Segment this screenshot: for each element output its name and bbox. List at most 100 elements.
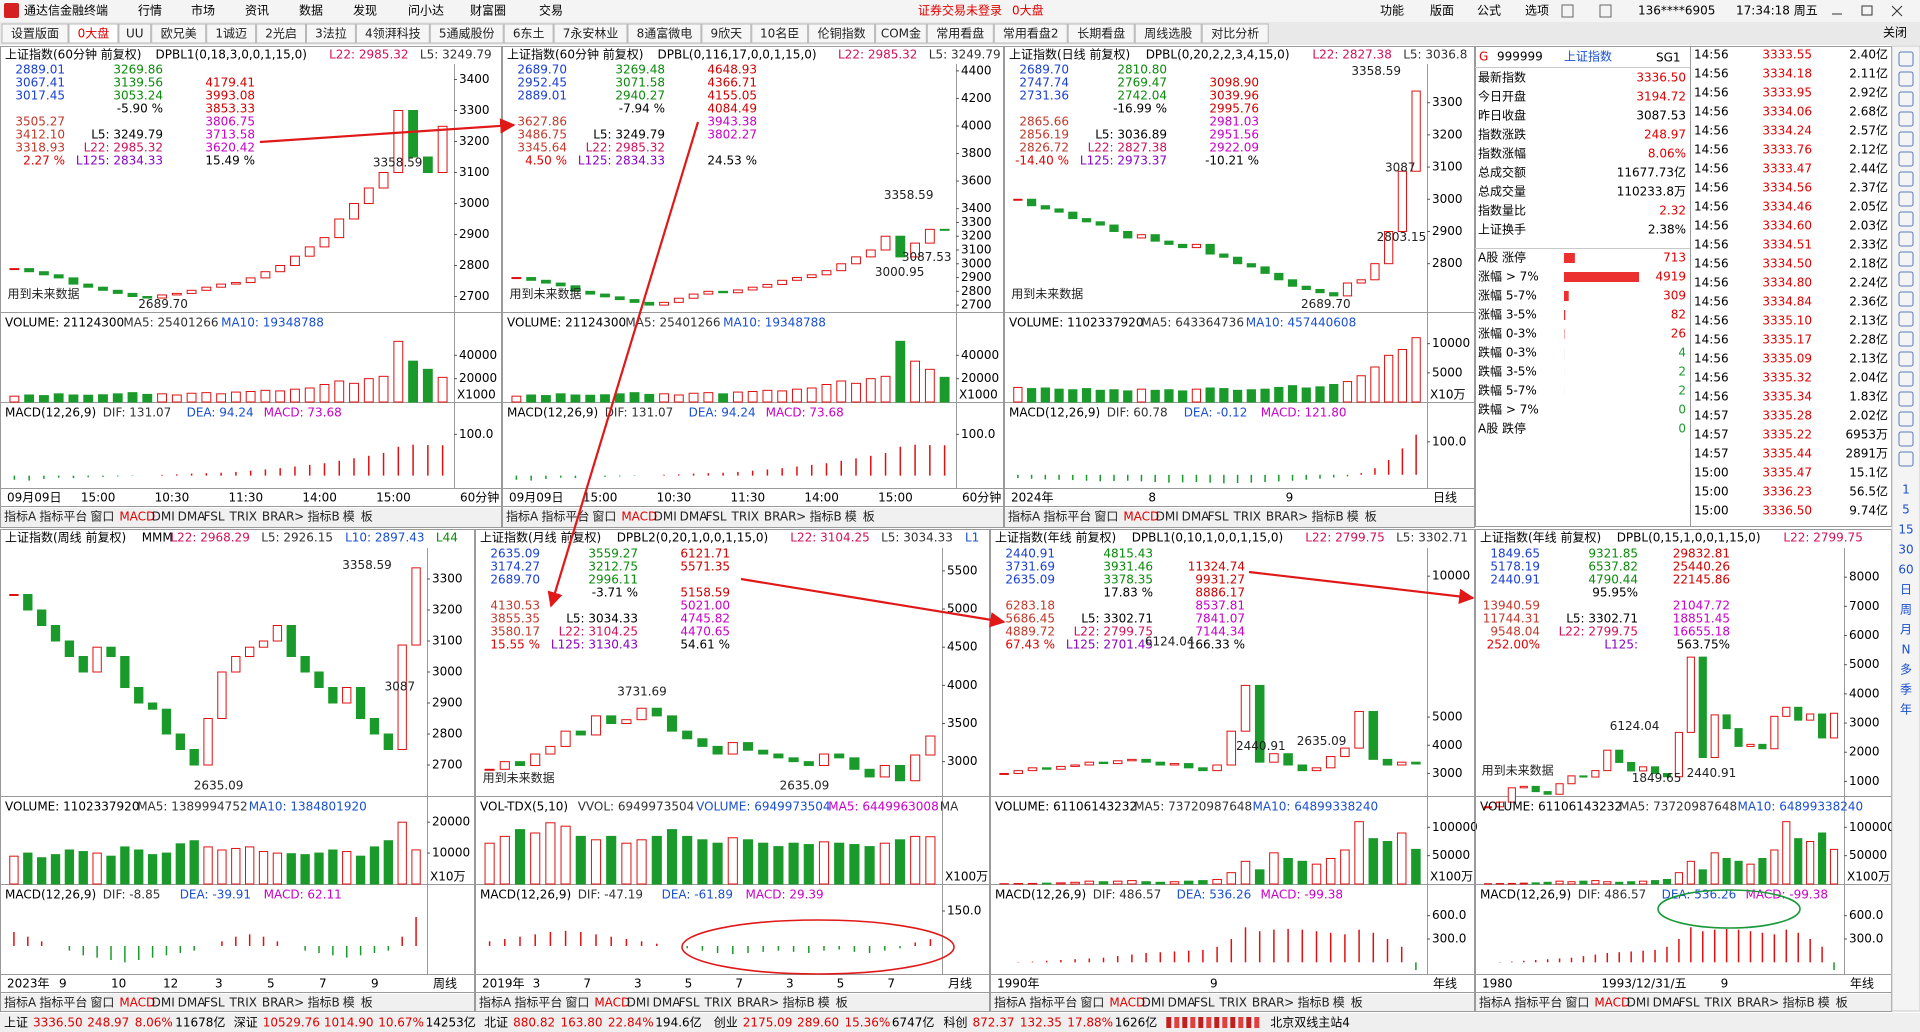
period-button[interactable]: 年 <box>1900 703 1912 717</box>
indicator-tab[interactable]: TRIX <box>1233 510 1261 524</box>
sidebar-icon[interactable] <box>1898 411 1914 427</box>
sidebar-icon[interactable] <box>1898 131 1914 147</box>
indicator-tab[interactable]: 窗口 <box>90 996 114 1010</box>
sidebar-icon[interactable] <box>1898 151 1914 167</box>
indicator-tab[interactable]: 指标B <box>1782 995 1814 1010</box>
sidebar-icon[interactable] <box>1898 291 1914 307</box>
period-button[interactable]: 日 <box>1900 583 1912 597</box>
indicator-tab[interactable]: 板 <box>361 510 373 524</box>
tab[interactable] <box>118 23 152 44</box>
sidebar-icon[interactable] <box>1898 331 1914 347</box>
indicator-tab[interactable]: 窗口 <box>592 510 616 524</box>
tab-label[interactable]: 长期看盘 <box>1077 26 1125 41</box>
sidebar-icon[interactable] <box>1898 171 1914 187</box>
indicator-tab[interactable]: 板 <box>1351 996 1363 1010</box>
indicator-tab[interactable]: DMA <box>680 510 709 524</box>
menu-item[interactable]: 交易 <box>539 3 563 18</box>
indicator-tab[interactable]: DMI <box>1142 996 1165 1010</box>
menu-icon[interactable] <box>1599 4 1612 18</box>
indicator-tab[interactable]: DMI <box>152 510 175 524</box>
indicator-tab[interactable]: FSL <box>679 996 700 1010</box>
tab[interactable] <box>206 23 257 44</box>
sidebar-icon[interactable] <box>1898 71 1914 87</box>
tab-label[interactable]: 周线选股 <box>1144 27 1192 41</box>
indicator-tab[interactable]: TRIX <box>704 996 732 1010</box>
tab[interactable] <box>875 23 927 44</box>
indicator-tab[interactable]: FSL <box>1679 996 1700 1010</box>
tab[interactable] <box>1067 23 1135 44</box>
indicator-tab[interactable]: MACD <box>1109 996 1145 1010</box>
tab[interactable] <box>151 23 207 44</box>
menu-item[interactable]: 市场 <box>191 3 215 18</box>
indicator-tab[interactable]: 板 <box>1365 510 1377 524</box>
tab-label[interactable]: 7永安林业 <box>563 26 619 41</box>
tab-label[interactable]: 常用看盘2 <box>1003 26 1059 41</box>
tab[interactable] <box>68 23 119 44</box>
user-account[interactable]: 136****6905 <box>1638 4 1715 18</box>
indicator-tab[interactable]: > <box>796 510 806 524</box>
menu-right-item[interactable]: 公式 <box>1477 4 1501 18</box>
indicator-tab[interactable]: MACD <box>119 510 155 524</box>
indicator-tab[interactable]: 模 <box>818 996 830 1010</box>
sidebar-icon[interactable] <box>1898 371 1914 387</box>
tab[interactable] <box>751 23 809 44</box>
menu-item[interactable]: 问小达 <box>408 4 444 18</box>
indicator-tab[interactable]: > <box>294 996 304 1010</box>
indicator-tab[interactable]: > <box>769 996 779 1010</box>
indicator-tab[interactable]: 指标平台 <box>514 995 562 1010</box>
sidebar-icon[interactable] <box>1898 211 1914 227</box>
tab-label[interactable]: COM金 <box>881 26 921 41</box>
menu-item[interactable]: 数据 <box>299 3 323 18</box>
indicator-tab[interactable]: DMA <box>178 996 207 1010</box>
indicator-tab[interactable]: FSL <box>1208 510 1229 524</box>
period-button[interactable]: 季 <box>1900 683 1912 697</box>
indicator-tab[interactable]: BRAR <box>1252 996 1285 1010</box>
period-button[interactable]: 多 <box>1900 663 1912 677</box>
period-button[interactable]: 1 <box>1902 483 1910 497</box>
tab-label[interactable]: 8通富微电 <box>637 26 693 41</box>
indicator-tab[interactable]: DMA <box>178 510 207 524</box>
sidebar-icon[interactable] <box>1898 51 1914 67</box>
tab-label[interactable]: 对比分析 <box>1211 27 1259 41</box>
tab[interactable] <box>503 23 554 44</box>
period-button[interactable]: 周 <box>1900 603 1912 617</box>
tab-label[interactable]: 常用看盘 <box>936 26 984 41</box>
sidebar-icon[interactable] <box>1898 431 1914 447</box>
indicator-tab[interactable]: DMA <box>653 996 682 1010</box>
tab-label[interactable]: 6东土 <box>513 27 545 41</box>
indicator-tab[interactable]: 指标B <box>1311 509 1343 524</box>
tab[interactable] <box>306 23 356 44</box>
tab[interactable] <box>808 23 876 44</box>
indicator-tab[interactable]: FSL <box>1194 996 1215 1010</box>
period-button[interactable]: 5 <box>1902 503 1910 517</box>
indicator-tab[interactable]: 模 <box>343 996 355 1010</box>
indicator-tab[interactable]: TRIX <box>229 996 257 1010</box>
sidebar-icon[interactable] <box>1898 351 1914 367</box>
tab-label[interactable]: 0大盘 <box>78 26 110 41</box>
menu-item[interactable]: 资讯 <box>245 4 269 18</box>
indicator-tab[interactable]: 模 <box>1333 996 1345 1010</box>
indicator-tab[interactable]: 指标平台 <box>1029 995 1077 1010</box>
indicator-tab[interactable]: 板 <box>863 510 875 524</box>
tab-label[interactable]: 欧兄美 <box>161 27 197 41</box>
indicator-tab[interactable]: 指标平台 <box>39 995 87 1010</box>
indicator-tab[interactable]: DMI <box>654 510 677 524</box>
tab[interactable] <box>701 23 752 44</box>
indicator-tab[interactable]: 指标A <box>4 509 37 524</box>
indicator-tab[interactable]: 板 <box>361 996 373 1010</box>
tab[interactable] <box>627 23 702 44</box>
sidebar-icon[interactable] <box>1898 391 1914 407</box>
indicator-tab[interactable]: 指标B <box>307 509 339 524</box>
indicator-tab[interactable]: 窗口 <box>565 996 589 1010</box>
indicator-tab[interactable]: TRIX <box>731 510 759 524</box>
period-button[interactable]: N <box>1902 643 1911 657</box>
indicator-tab[interactable]: 模 <box>1818 996 1830 1010</box>
indicator-tab[interactable]: 模 <box>845 510 857 524</box>
menu-item[interactable]: 财富圈 <box>470 3 506 18</box>
indicator-tab[interactable]: BRAR <box>1737 996 1770 1010</box>
menu-right-item[interactable]: 功能 <box>1380 4 1404 18</box>
indicator-tab[interactable]: 窗口 <box>1094 510 1118 524</box>
menu-right-item[interactable]: 选项 <box>1525 4 1549 18</box>
tab[interactable] <box>1201 23 1269 44</box>
window-close[interactable] <box>1891 5 1903 17</box>
